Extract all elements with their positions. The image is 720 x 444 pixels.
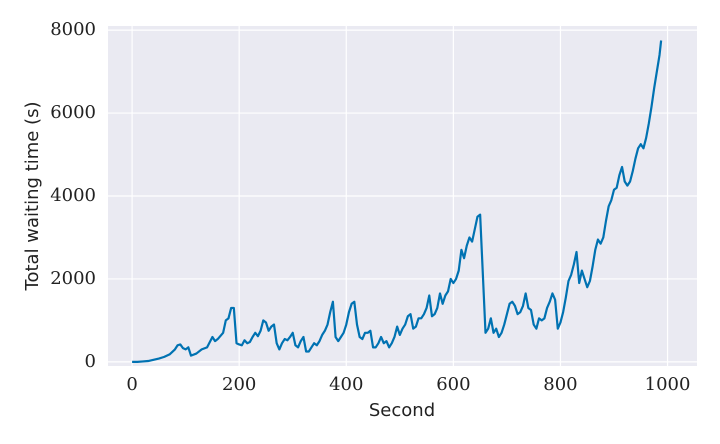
x-tick-label: 1000 <box>645 374 691 395</box>
x-tick-label: 400 <box>329 374 363 395</box>
x-tick-label: 800 <box>543 374 577 395</box>
y-tick-label: 2000 <box>50 268 96 289</box>
x-axis-label: Second <box>369 400 435 421</box>
y-tick-label: 8000 <box>50 19 96 40</box>
y-tick-label: 0 <box>85 351 96 372</box>
x-tick-label: 600 <box>436 374 470 395</box>
data-line <box>132 40 663 363</box>
x-tick-label: 200 <box>222 374 256 395</box>
x-tick-label: 0 <box>126 374 137 395</box>
y-tick-label: 6000 <box>50 102 96 123</box>
y-tick-label: 4000 <box>50 185 96 206</box>
y-axis-label: Total waiting time (s) <box>22 102 43 292</box>
